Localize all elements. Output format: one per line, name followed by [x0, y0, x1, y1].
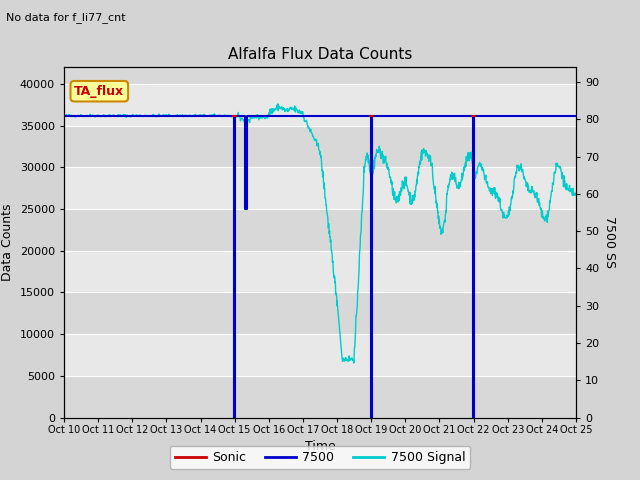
Y-axis label: Data Counts: Data Counts [1, 204, 14, 281]
Y-axis label: 7500 SS: 7500 SS [603, 216, 616, 268]
Legend: Sonic, 7500, 7500 Signal: Sonic, 7500, 7500 Signal [170, 446, 470, 469]
Text: TA_flux: TA_flux [74, 85, 124, 98]
Bar [64, 292, 576, 334]
Bar [64, 209, 576, 251]
Text: No data for f_li77_cnt: No data for f_li77_cnt [6, 12, 126, 23]
Bar [64, 126, 576, 168]
X-axis label: Time: Time [305, 440, 335, 453]
Bar [64, 376, 576, 418]
Title: Alfalfa Flux Data Counts: Alfalfa Flux Data Counts [228, 47, 412, 62]
Bar [64, 67, 576, 84]
